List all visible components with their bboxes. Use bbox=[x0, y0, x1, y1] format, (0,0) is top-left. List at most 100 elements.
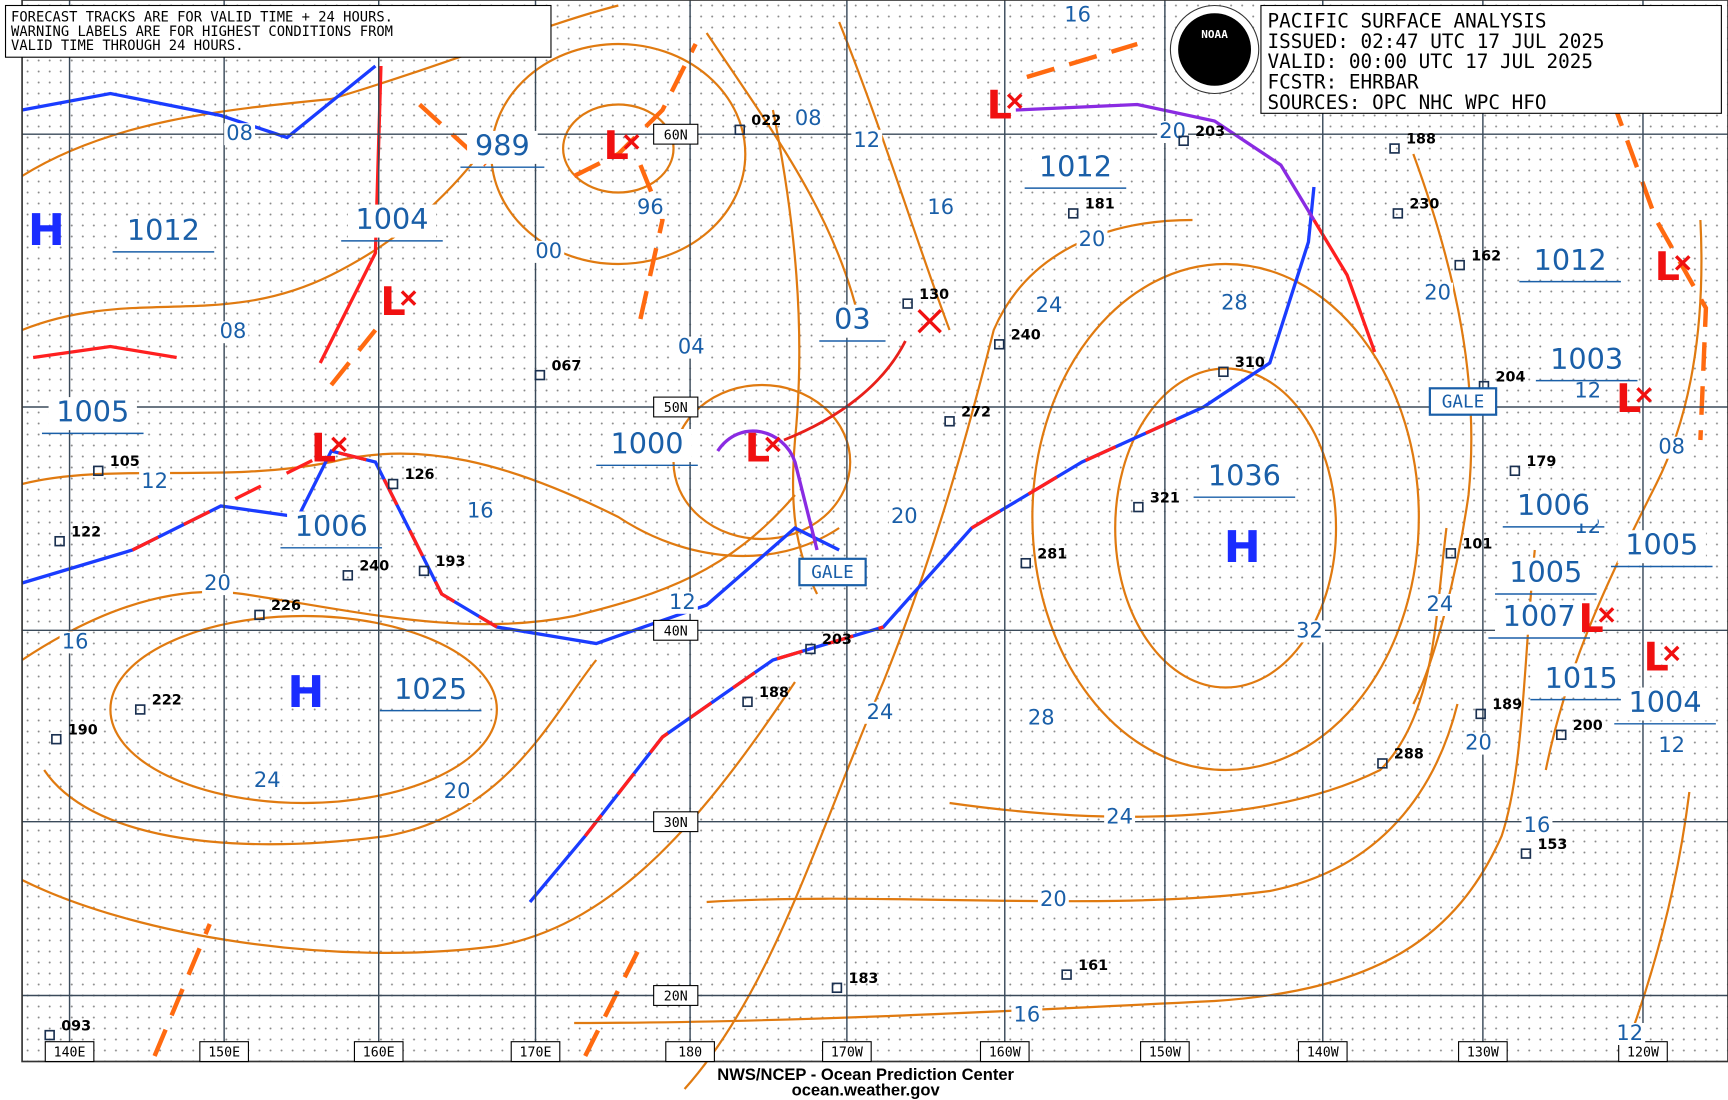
center-pressure: 1012 bbox=[1039, 149, 1112, 183]
isobar-label-bg bbox=[1218, 292, 1250, 315]
center-pressure-bg bbox=[287, 511, 376, 545]
isobar-label: 12 bbox=[669, 590, 696, 614]
longitude-label: 140W bbox=[1307, 1046, 1339, 1061]
isobar-label: 16 bbox=[1014, 1002, 1041, 1026]
station-marker bbox=[1556, 729, 1567, 741]
isobar-label: 96 bbox=[637, 195, 664, 219]
station-marker bbox=[1178, 135, 1189, 147]
isobar-label-bg bbox=[251, 770, 283, 792]
low-center: L bbox=[1578, 596, 1603, 642]
station-pressure: 203 bbox=[822, 632, 852, 648]
isobar-label-bg bbox=[1062, 4, 1094, 27]
high-center: H bbox=[287, 667, 324, 718]
isobars bbox=[21, 4, 1703, 1090]
isobar-label: 16 bbox=[62, 629, 89, 653]
isobar-label: 24 bbox=[1106, 804, 1133, 828]
center-pressure-bg bbox=[825, 304, 879, 338]
warning-box bbox=[798, 557, 867, 587]
station-marker bbox=[1061, 969, 1072, 980]
station-marker bbox=[1377, 758, 1388, 769]
station-pressure: 022 bbox=[751, 113, 781, 129]
longitude-box bbox=[199, 1041, 249, 1063]
title-line: FCSTR: EHRBAR bbox=[1268, 71, 1419, 94]
footer-line: ocean.weather.gov bbox=[792, 1081, 941, 1100]
longitude-box bbox=[353, 1041, 404, 1063]
station-marker bbox=[254, 609, 265, 621]
isobar-label: 00 bbox=[535, 239, 562, 263]
center-pressure: 1004 bbox=[1629, 685, 1702, 719]
station-pressure: 188 bbox=[1406, 132, 1436, 148]
isobar-label-bg bbox=[1294, 620, 1325, 643]
isobar-label-bg bbox=[864, 701, 896, 724]
station-pressure: 130 bbox=[919, 287, 949, 303]
isobar-label: 12 bbox=[141, 469, 168, 493]
isobar-label-bg bbox=[59, 631, 91, 654]
center-pressure: 1006 bbox=[295, 509, 368, 543]
isobar-label: 08 bbox=[220, 319, 247, 343]
note-line: FORECAST TRACKS ARE FOR VALID TIME + 24 … bbox=[11, 10, 393, 26]
latitude-box bbox=[653, 619, 699, 641]
station-marker bbox=[734, 124, 746, 136]
low-center: L bbox=[311, 426, 336, 472]
station-marker bbox=[1445, 548, 1457, 559]
low-center: L bbox=[1655, 244, 1680, 290]
low-x bbox=[1006, 93, 1023, 109]
footer-line: NWS/NCEP - Ocean Prediction Center bbox=[717, 1065, 1014, 1084]
center-pressure-bg bbox=[1536, 663, 1626, 697]
low-x bbox=[765, 436, 781, 453]
station-marker bbox=[831, 982, 843, 994]
isobar-label-bg bbox=[1463, 732, 1494, 755]
station-pressure: 190 bbox=[68, 722, 98, 738]
isobar-label: 20 bbox=[1040, 887, 1067, 911]
note-line: VALID TIME THROUGH 24 HOURS. bbox=[11, 38, 243, 54]
longitude-box bbox=[510, 1041, 561, 1063]
isobar-label: 20 bbox=[1079, 227, 1106, 251]
center-pressure-bg bbox=[1200, 460, 1289, 494]
station-marker bbox=[1133, 501, 1144, 513]
longitude-label: 140E bbox=[54, 1046, 86, 1061]
isobar-label: 20 bbox=[1159, 119, 1186, 143]
isobar-label-bg bbox=[1656, 436, 1688, 459]
isobar-label-bg bbox=[1572, 380, 1604, 403]
low-center: L bbox=[745, 426, 770, 472]
isobar-label: 08 bbox=[795, 106, 822, 130]
isobar-label-bg bbox=[1656, 734, 1688, 757]
station-marker bbox=[1475, 708, 1486, 720]
station-marker bbox=[54, 535, 65, 547]
logo bbox=[1178, 13, 1252, 86]
station-pressure: 183 bbox=[848, 971, 878, 987]
center-pressure: 1004 bbox=[355, 202, 428, 236]
warning-label: GALE bbox=[1442, 393, 1485, 413]
isobar-label-bg bbox=[217, 321, 249, 344]
isobar-label: 24 bbox=[867, 700, 894, 724]
isobar-label-bg bbox=[851, 129, 883, 152]
center-pressure: 1005 bbox=[1625, 528, 1698, 562]
latitude-box bbox=[653, 985, 699, 1006]
isobar-label: 12 bbox=[853, 128, 880, 152]
low-center: L bbox=[1644, 635, 1669, 681]
isobar-label-bg bbox=[1011, 1004, 1043, 1027]
station-pressure: 203 bbox=[1195, 124, 1225, 140]
isobar-label: 24 bbox=[254, 768, 281, 792]
isobar-label: 16 bbox=[467, 499, 494, 523]
longitude-box bbox=[1297, 1041, 1348, 1063]
latitude-label: 30N bbox=[664, 816, 688, 831]
isobar-label-bg bbox=[925, 196, 957, 219]
low-x bbox=[623, 134, 640, 150]
longitude-label: 120W bbox=[1627, 1046, 1659, 1061]
isobar-label: 20 bbox=[891, 504, 918, 528]
isobar-label-bg bbox=[888, 506, 920, 528]
title-line: SOURCES: OPC NHC WPC HFO bbox=[1268, 91, 1547, 114]
isobar-label-bg bbox=[1424, 594, 1456, 616]
center-pressure: 1007 bbox=[1503, 599, 1576, 633]
isobar-label: 20 bbox=[444, 779, 471, 803]
low-x bbox=[917, 309, 942, 334]
center-pressure-bg bbox=[1617, 530, 1706, 564]
station-pressure: 230 bbox=[1409, 197, 1439, 213]
station-pressure: 162 bbox=[1471, 248, 1501, 264]
longitude-label: 180 bbox=[678, 1046, 702, 1061]
isobar-label: 12 bbox=[1616, 1021, 1643, 1045]
center-pressure-bg bbox=[347, 204, 437, 238]
low-x bbox=[1636, 387, 1652, 403]
